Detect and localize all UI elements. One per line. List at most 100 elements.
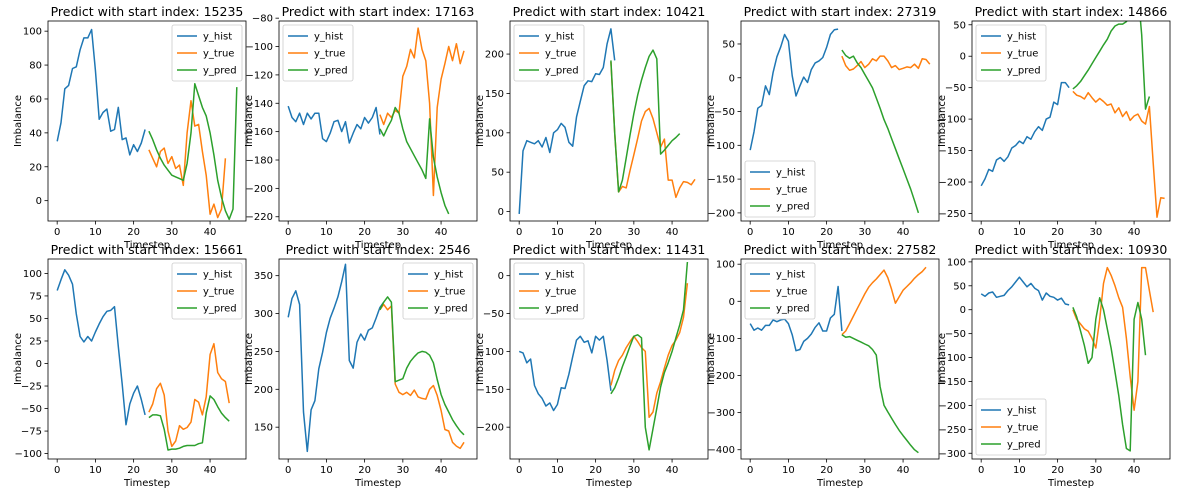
y-tick-label: −150 — [939, 146, 966, 157]
x-tick-label: 40 — [1128, 227, 1141, 238]
y-tick-label: 0 — [36, 196, 42, 207]
y-axis-label: Imbalance — [937, 95, 948, 147]
y-tick-label: −250 — [939, 209, 966, 220]
legend-label: y_true — [203, 287, 234, 298]
subplot-3: Predict with start index: 10421 0 10 20 30 40… — [475, 4, 709, 251]
y-tick-label: −300 — [708, 408, 735, 419]
legend-box — [402, 262, 474, 320]
series-line-y_hist — [56, 269, 146, 426]
legend-box — [975, 24, 1047, 82]
y-axis-label: Imbalance — [244, 333, 255, 385]
x-tick-label: 40 — [204, 227, 217, 238]
y-tick-label: 100 — [485, 128, 504, 139]
y-tick-label: 150 — [254, 423, 273, 434]
y-tick-label: 0 — [729, 297, 735, 308]
y-tick-label: −100 — [708, 141, 735, 152]
y-tick-label: −100 — [939, 115, 966, 126]
y-tick-label: −200 — [939, 401, 966, 412]
subplot-title: Predict with start index: 10930 — [975, 242, 1168, 257]
x-tick-label: 10 — [1013, 227, 1026, 238]
x-tick-label: 30 — [396, 465, 409, 476]
series-group — [518, 28, 696, 214]
legend-box — [744, 160, 816, 218]
subplot-5: Predict with start index: 14866 0 10 20 30 40… — [937, 4, 1171, 251]
y-tick-label: 250 — [254, 347, 273, 358]
x-tick-label: 0 — [978, 465, 984, 476]
y-tick-label: −200 — [939, 178, 966, 189]
x-axis-label: Timestep — [585, 240, 632, 251]
y-tick-label: 0 — [960, 52, 966, 63]
subplot-title: Predict with start index: 17163 — [282, 4, 475, 19]
x-axis-label: Timestep — [816, 478, 863, 489]
x-tick-label: 20 — [358, 227, 371, 238]
legend-label: y_true — [776, 185, 807, 196]
subplot-title: Predict with start index: 14866 — [975, 4, 1168, 19]
y-tick-label: −220 — [246, 212, 273, 223]
y-tick-label: −50 — [483, 309, 504, 320]
series-line-y_true — [148, 342, 230, 448]
subplot-title: Predict with start index: 10421 — [513, 4, 706, 19]
subplot-8: Predict with start index: 11431 0 10 20 30 40… — [475, 242, 709, 489]
y-tick-label: 0 — [36, 359, 42, 370]
y-tick-label: −50 — [21, 404, 42, 415]
series-line-y_hist — [56, 28, 146, 156]
x-tick-label: 40 — [204, 465, 217, 476]
x-tick-label: 0 — [516, 465, 522, 476]
subplot-10: Predict with start index: 10930 0 10 20 30 40… — [937, 242, 1171, 489]
legend-label: y_true — [545, 49, 576, 60]
legend-label: y_true — [314, 49, 345, 60]
y-tick-label: −200 — [246, 184, 273, 195]
subplot-7: Predict with start index: 2546 0 10 20 30 40 1… — [244, 242, 478, 489]
legend-label: y_hist — [1007, 406, 1036, 417]
x-tick-label: 30 — [396, 227, 409, 238]
series-line-y_pred — [1072, 297, 1147, 452]
y-tick-label: −180 — [246, 156, 273, 167]
x-tick-label: 20 — [589, 227, 602, 238]
y-tick-label: 50 — [722, 39, 735, 50]
legend: y_hist y_true y_pred — [975, 398, 1047, 456]
series-group — [749, 266, 927, 454]
y-tick-label: 25 — [29, 336, 42, 347]
subplot-title: Predict with start index: 27319 — [744, 4, 937, 19]
legend: y_hist y_true y_pred — [282, 24, 354, 82]
x-axis-label: Timestep — [1047, 240, 1094, 251]
axes-frame — [740, 20, 940, 222]
legend: y_hist y_true y_pred — [513, 24, 585, 82]
series-line-y_true — [610, 283, 689, 419]
y-tick-label: −150 — [939, 377, 966, 388]
series-line-y_hist — [980, 81, 1070, 187]
series-group — [56, 28, 238, 221]
legend-label: y_hist — [314, 32, 343, 43]
y-tick-label: 50 — [953, 20, 966, 31]
y-tick-label: −80 — [252, 14, 273, 25]
legend-label: y_pred — [776, 202, 810, 213]
y-tick-label: −100 — [477, 347, 504, 358]
x-tick-label: 30 — [627, 465, 640, 476]
y-tick-label: −400 — [708, 445, 735, 456]
legend-label: y_pred — [314, 66, 348, 77]
axes-frame — [971, 20, 1171, 222]
y-tick-label: −150 — [477, 385, 504, 396]
y-tick-label: −200 — [708, 371, 735, 382]
legend: y_hist y_true y_pred — [513, 262, 585, 320]
x-tick-label: 0 — [747, 465, 753, 476]
y-tick-label: 100 — [716, 260, 735, 271]
series-line-y_hist — [518, 335, 612, 412]
axes-frame — [740, 258, 940, 460]
y-tick-label: 100 — [947, 257, 966, 268]
y-tick-label: −50 — [714, 107, 735, 118]
series-group — [518, 261, 689, 451]
series-group — [287, 263, 465, 453]
subplot-2: Predict with start index: 17163 0 10 20 30 40… — [244, 4, 478, 251]
subplot-4: Predict with start index: 27319 0 10 20 30 40… — [706, 4, 940, 251]
series-line-y_pred — [379, 296, 465, 436]
x-tick-label: 0 — [54, 465, 60, 476]
legend-label: y_true — [1007, 49, 1038, 60]
legend-label: y_hist — [1007, 32, 1036, 43]
y-axis-label: Imbalance — [475, 95, 486, 147]
subplot-1: Predict with start index: 15235 0 10 20 30 40… — [13, 4, 247, 251]
axes-frame — [509, 258, 709, 460]
legend-label: y_hist — [545, 32, 574, 43]
y-tick-label: 80 — [29, 61, 42, 72]
